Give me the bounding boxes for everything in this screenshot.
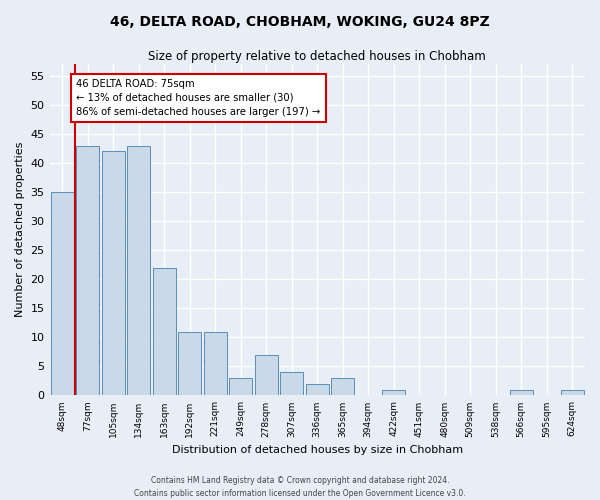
Bar (153, 268, 176, 396)
Text: 46, DELTA ROAD, CHOBHAM, WOKING, GU24 8PZ: 46, DELTA ROAD, CHOBHAM, WOKING, GU24 8P… (110, 15, 490, 29)
Text: 46 DELTA ROAD: 75sqm
← 13% of detached houses are smaller (30)
86% of semi-detac: 46 DELTA ROAD: 75sqm ← 13% of detached h… (76, 78, 320, 116)
Bar (76, 146, 99, 396)
Bar (561, 390, 584, 396)
Bar (102, 152, 125, 396)
Bar (382, 390, 405, 396)
Text: Contains HM Land Registry data © Crown copyright and database right 2024.
Contai: Contains HM Land Registry data © Crown c… (134, 476, 466, 498)
Bar (510, 390, 533, 396)
X-axis label: Distribution of detached houses by size in Chobham: Distribution of detached houses by size … (172, 445, 463, 455)
Bar (127, 146, 150, 396)
Bar (229, 378, 252, 396)
Bar (331, 378, 354, 396)
Bar (306, 384, 329, 396)
Title: Size of property relative to detached houses in Chobham: Size of property relative to detached ho… (148, 50, 486, 63)
Bar (255, 354, 278, 396)
Bar (204, 332, 227, 396)
Y-axis label: Number of detached properties: Number of detached properties (15, 142, 25, 318)
Bar (178, 332, 201, 396)
Bar (51, 192, 74, 396)
Bar (280, 372, 303, 396)
